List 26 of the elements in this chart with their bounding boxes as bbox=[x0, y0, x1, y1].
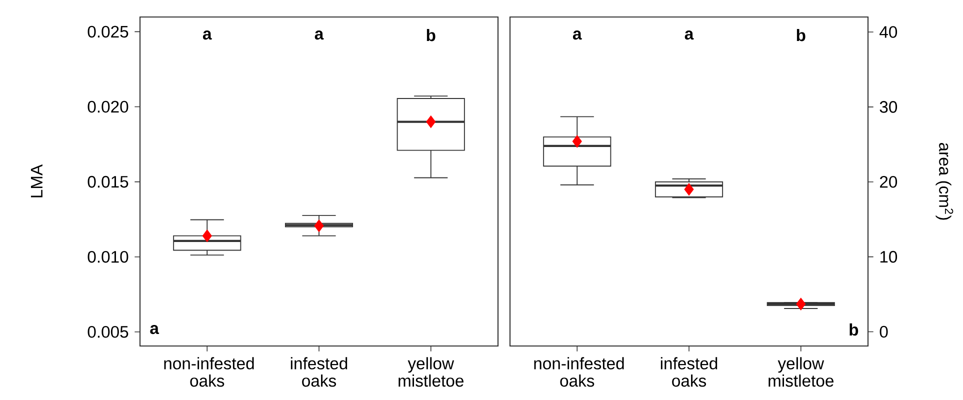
x-tick-label: infested oaks bbox=[290, 357, 348, 387]
y-tick-label: 0.010 bbox=[88, 250, 128, 263]
x-tick-label: yellow mistletoe bbox=[768, 357, 834, 387]
y2-tick-label: 0 bbox=[880, 326, 888, 338]
annotation: a bbox=[202, 30, 212, 40]
annotation: b bbox=[850, 323, 858, 336]
y-tick-label: 0.020 bbox=[88, 100, 128, 113]
y2-tick-label: 10 bbox=[880, 250, 898, 263]
y2-tick-label: 20 bbox=[880, 176, 898, 188]
x-tick-label: infested oaks bbox=[660, 357, 718, 387]
x-tick-label: yellow mistletoe bbox=[398, 357, 464, 387]
annotation: b bbox=[796, 28, 806, 42]
x-tick-label: non-infested oaks bbox=[164, 357, 254, 387]
y2-tick-label: 30 bbox=[880, 101, 898, 113]
y-tick-label: 0.025 bbox=[88, 26, 128, 38]
annotation: a bbox=[150, 324, 160, 334]
y-axis-title: LMA bbox=[30, 164, 42, 198]
y2-tick-label: 40 bbox=[880, 26, 898, 38]
annotation: a bbox=[314, 30, 324, 40]
x-tick-label: non-infested oaks bbox=[534, 357, 624, 387]
annotation: b bbox=[426, 28, 436, 42]
y-tick-label: 0.005 bbox=[88, 326, 128, 338]
y-tick-label: 0.015 bbox=[88, 176, 128, 188]
annotation: a bbox=[572, 30, 582, 40]
annotation: a bbox=[684, 30, 694, 40]
y2-axis-title: area (cm$^{2}$) bbox=[936, 142, 954, 220]
